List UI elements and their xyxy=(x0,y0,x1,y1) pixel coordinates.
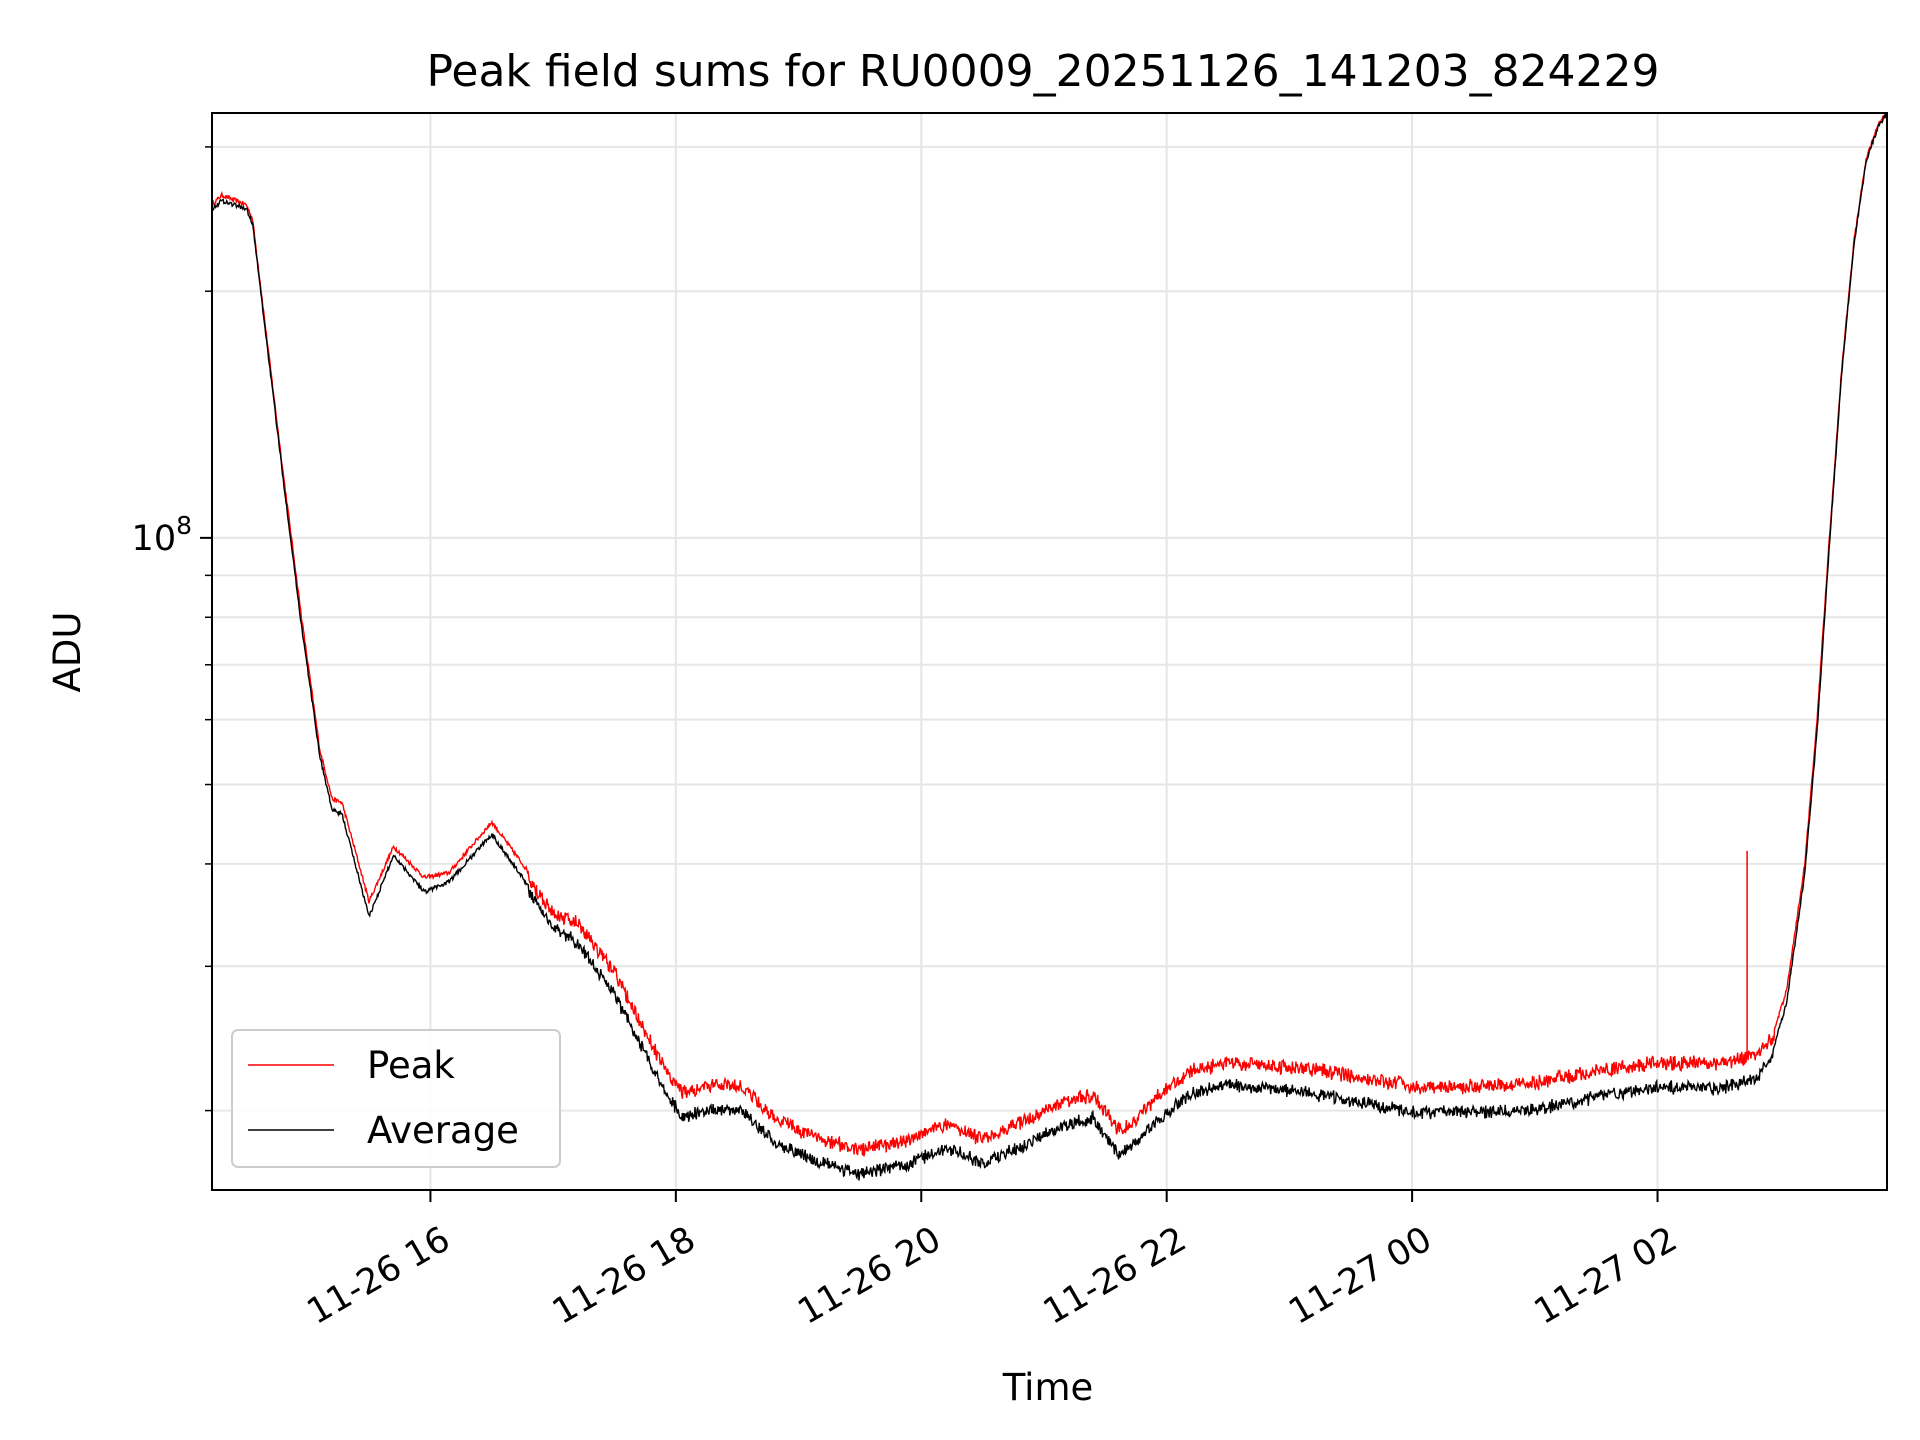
chart-title: Peak field sums for RU0009_20251126_1412… xyxy=(426,46,1659,97)
x-axis-label: Time xyxy=(1002,1366,1094,1409)
grid xyxy=(212,113,1887,1190)
series-line-average xyxy=(212,113,1887,1181)
y-axis-label: ADU xyxy=(46,612,89,693)
legend: Peak Average xyxy=(231,1029,561,1168)
legend-label-peak: Peak xyxy=(367,1044,455,1087)
series-layer xyxy=(212,113,1887,1181)
legend-label-average: Average xyxy=(367,1109,519,1152)
series-line-peak xyxy=(212,113,1887,1157)
plot-frame xyxy=(211,112,1888,1191)
y-tick-label: 108 xyxy=(132,511,192,559)
y-axis: 108 xyxy=(132,146,212,1112)
